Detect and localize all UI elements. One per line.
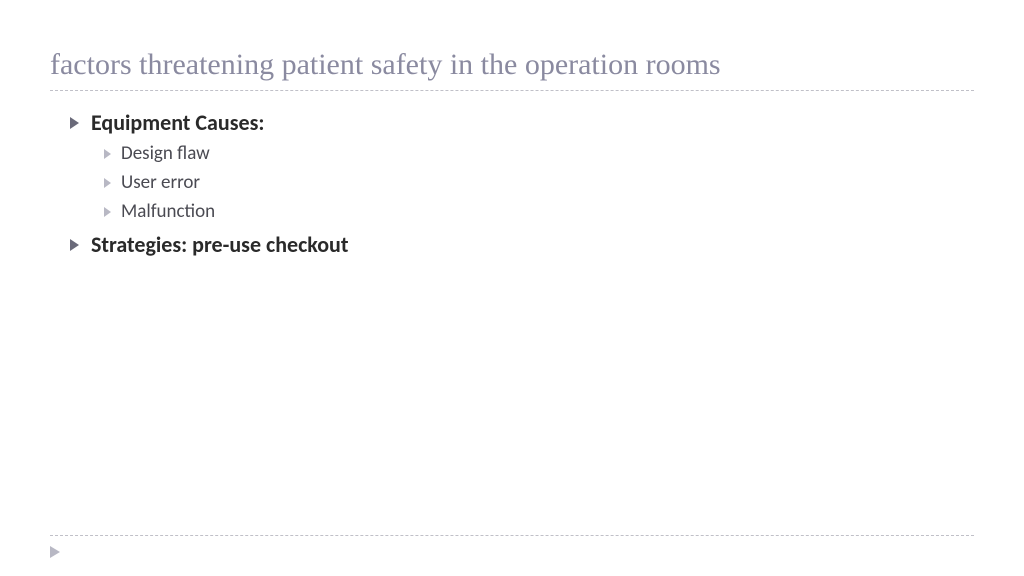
- list-subitem-text: Design flaw: [121, 142, 210, 165]
- list-subitem-text: User error: [121, 171, 200, 194]
- triangle-bullet-icon: [104, 149, 111, 159]
- content-body: Equipment Causes: Design flaw User error…: [50, 109, 974, 258]
- list-item: Equipment Causes:: [70, 109, 974, 136]
- list-item-text: Strategies: pre-use checkout: [91, 231, 349, 258]
- list-subitem: Design flaw: [104, 142, 974, 165]
- list-subitem: User error: [104, 171, 974, 194]
- sublist: Design flaw User error Malfunction: [70, 142, 974, 223]
- slide-title: factors threatening patient safety in th…: [50, 48, 974, 91]
- list-subitem: Malfunction: [104, 200, 974, 223]
- list-subitem-text: Malfunction: [121, 200, 215, 223]
- triangle-bullet-icon: [104, 178, 111, 188]
- list-item: Strategies: pre-use checkout: [70, 231, 974, 258]
- slide: factors threatening patient safety in th…: [0, 0, 1024, 576]
- footer-arrow-icon: [50, 546, 60, 558]
- triangle-bullet-icon: [70, 117, 79, 129]
- footer-divider: [50, 535, 974, 536]
- triangle-bullet-icon: [70, 239, 79, 251]
- triangle-bullet-icon: [104, 207, 111, 217]
- list-item-text: Equipment Causes:: [91, 109, 264, 136]
